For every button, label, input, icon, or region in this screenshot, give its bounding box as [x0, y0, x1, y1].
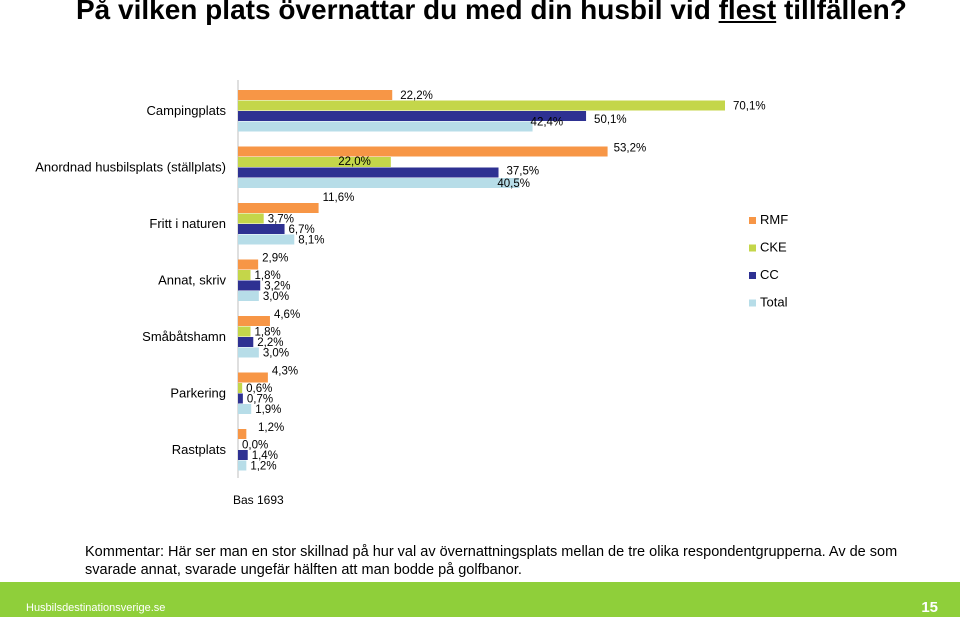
legend-label-total: Total — [760, 295, 788, 310]
data-label-cke: 0,0% — [242, 440, 268, 452]
data-label-cc: 2,2% — [257, 337, 283, 349]
data-label-rmf: 11,6% — [323, 192, 355, 204]
data-label-cke: 0,6% — [246, 383, 272, 395]
legend-swatch-total — [749, 299, 756, 307]
legend-label-cc: CC — [760, 267, 779, 282]
bar-rmf — [238, 316, 270, 326]
category-label: Småbåtshamn — [142, 329, 226, 344]
data-label-rmf: 53,2% — [614, 143, 647, 155]
data-label-rmf: 22,2% — [400, 90, 433, 102]
category-label: Anordnad husbilsplats (ställplats) — [35, 160, 226, 175]
category-label: Campingplats — [147, 103, 227, 118]
title-text-start: På vilken plats övernattar du med din hu… — [76, 0, 719, 25]
bar-total — [238, 404, 252, 414]
data-label-rmf: 1,2% — [258, 422, 284, 434]
comment-text: Kommentar: Här ser man en stor skillnad … — [85, 544, 898, 578]
data-label-total: 1,9% — [255, 404, 281, 416]
category-label: Fritt i naturen — [149, 216, 226, 231]
title-emphasis: flest — [718, 0, 777, 25]
bar-total — [238, 234, 295, 245]
data-label-cke: 1,8% — [255, 327, 281, 339]
legend-swatch-cc — [749, 272, 756, 279]
bar-cc — [238, 224, 285, 234]
data-label-total: 8,1% — [298, 235, 324, 247]
page-number: 15 — [921, 599, 938, 616]
bar-cke — [238, 213, 264, 224]
category-label: Annat, skriv — [158, 273, 226, 288]
bar-cc — [238, 111, 587, 121]
data-label-cc: 0,7% — [247, 394, 273, 406]
bar-cc — [238, 337, 254, 347]
data-label-cke: 1,8% — [255, 270, 281, 282]
data-label-cc: 1,4% — [252, 450, 278, 462]
data-label-cc: 3,2% — [264, 281, 290, 293]
bar-cke — [238, 270, 251, 280]
bar-cc — [238, 280, 261, 291]
data-label-total: 3,0% — [263, 348, 289, 360]
legend-swatch-rmf — [749, 217, 756, 224]
data-label-rmf: 4,3% — [272, 366, 298, 378]
data-label-cke: 22,0% — [338, 156, 371, 168]
bar-chart: Campingplats 22,2% 70,1% 50,1% 42,4% Anordnad… — [35, 80, 788, 478]
bar-cc — [238, 167, 499, 178]
legend-swatch-cke — [749, 244, 756, 252]
bar-cke — [238, 100, 725, 111]
bar-cke — [238, 157, 391, 167]
bar-cc — [238, 450, 248, 460]
bar-cc — [238, 393, 243, 404]
bar-total — [238, 460, 247, 471]
bar-total — [238, 347, 259, 358]
data-label-rmf: 2,9% — [262, 253, 288, 265]
data-label-total: 3,0% — [263, 291, 289, 303]
data-label-total: 40,5% — [497, 178, 530, 190]
category-label: Parkering — [170, 386, 226, 401]
footer-bar: Husbilsdestinationsverige.se 15 — [0, 582, 960, 617]
title-text-end: tillfällen? — [776, 0, 907, 25]
bar-rmf — [238, 429, 247, 439]
bar-total — [238, 121, 533, 132]
footer-site[interactable]: Husbilsdestinationsverige.se — [26, 602, 166, 614]
bar-cke — [238, 326, 251, 337]
data-label-rmf: 4,6% — [274, 309, 300, 321]
base-note: Bas 1693 — [233, 493, 284, 507]
bar-rmf — [238, 203, 319, 213]
legend-label-rmf: RMF — [760, 212, 788, 227]
data-label-cc: 50,1% — [594, 114, 627, 126]
legend-label-cke: CKE — [760, 240, 787, 255]
data-label-total: 42,4% — [531, 117, 564, 129]
bar-total — [238, 178, 520, 188]
data-label-cc: 6,7% — [289, 224, 315, 236]
data-label-total: 1,2% — [250, 461, 276, 473]
bar-rmf — [238, 146, 608, 157]
data-label-cke: 70,1% — [733, 101, 766, 113]
bar-rmf — [238, 372, 268, 383]
data-label-cc: 37,5% — [507, 166, 540, 178]
bar-total — [238, 291, 259, 301]
data-label-cke: 3,7% — [268, 214, 294, 226]
bar-rmf — [238, 90, 393, 100]
page-title: På vilken plats övernattar du med din hu… — [76, 0, 956, 26]
bar-rmf — [238, 259, 259, 270]
category-label: Rastplats — [172, 442, 227, 457]
bar-cke — [238, 383, 243, 393]
